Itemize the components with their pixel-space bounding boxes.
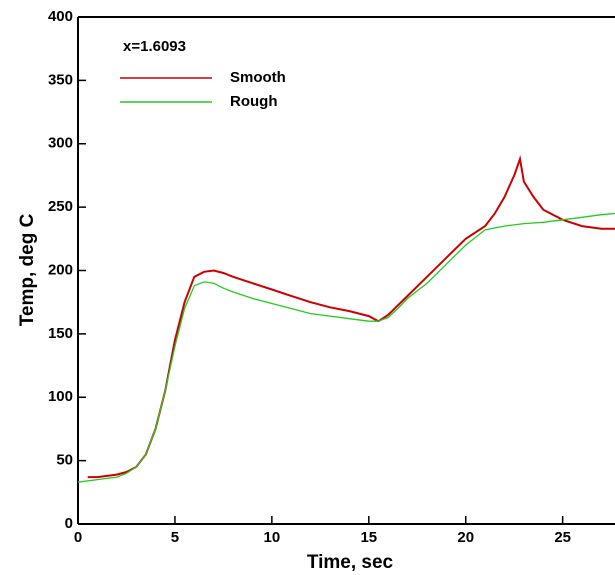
- x-axis-label: Time, sec: [307, 552, 394, 573]
- data-line: [87, 155, 615, 479]
- x-tick-label: 5: [171, 529, 179, 546]
- x-tick-label: 20: [457, 529, 474, 546]
- y-tick-label: 50: [56, 452, 73, 469]
- y-tick-label: 150: [48, 325, 73, 342]
- y-tick-label: 200: [48, 261, 73, 278]
- x-tick-label: 0: [74, 529, 82, 546]
- legend-text: Smooth: [230, 69, 286, 86]
- y-tick-label: 0: [65, 515, 73, 532]
- legend-text: Rough: [230, 93, 277, 110]
- data-line: [77, 212, 615, 483]
- annotation: x=1.6093: [123, 38, 186, 55]
- x-tick-label: 15: [360, 529, 377, 546]
- y-tick-label: 100: [48, 388, 73, 405]
- y-tick-label: 250: [48, 198, 73, 215]
- y-axis-label: Temp, deg C: [17, 213, 38, 326]
- y-tick-label: 350: [48, 71, 73, 88]
- y-tick-label: 400: [48, 8, 73, 25]
- x-tick-label: 25: [554, 529, 571, 546]
- x-tick-label: 10: [264, 529, 281, 546]
- y-tick-label: 300: [48, 135, 73, 152]
